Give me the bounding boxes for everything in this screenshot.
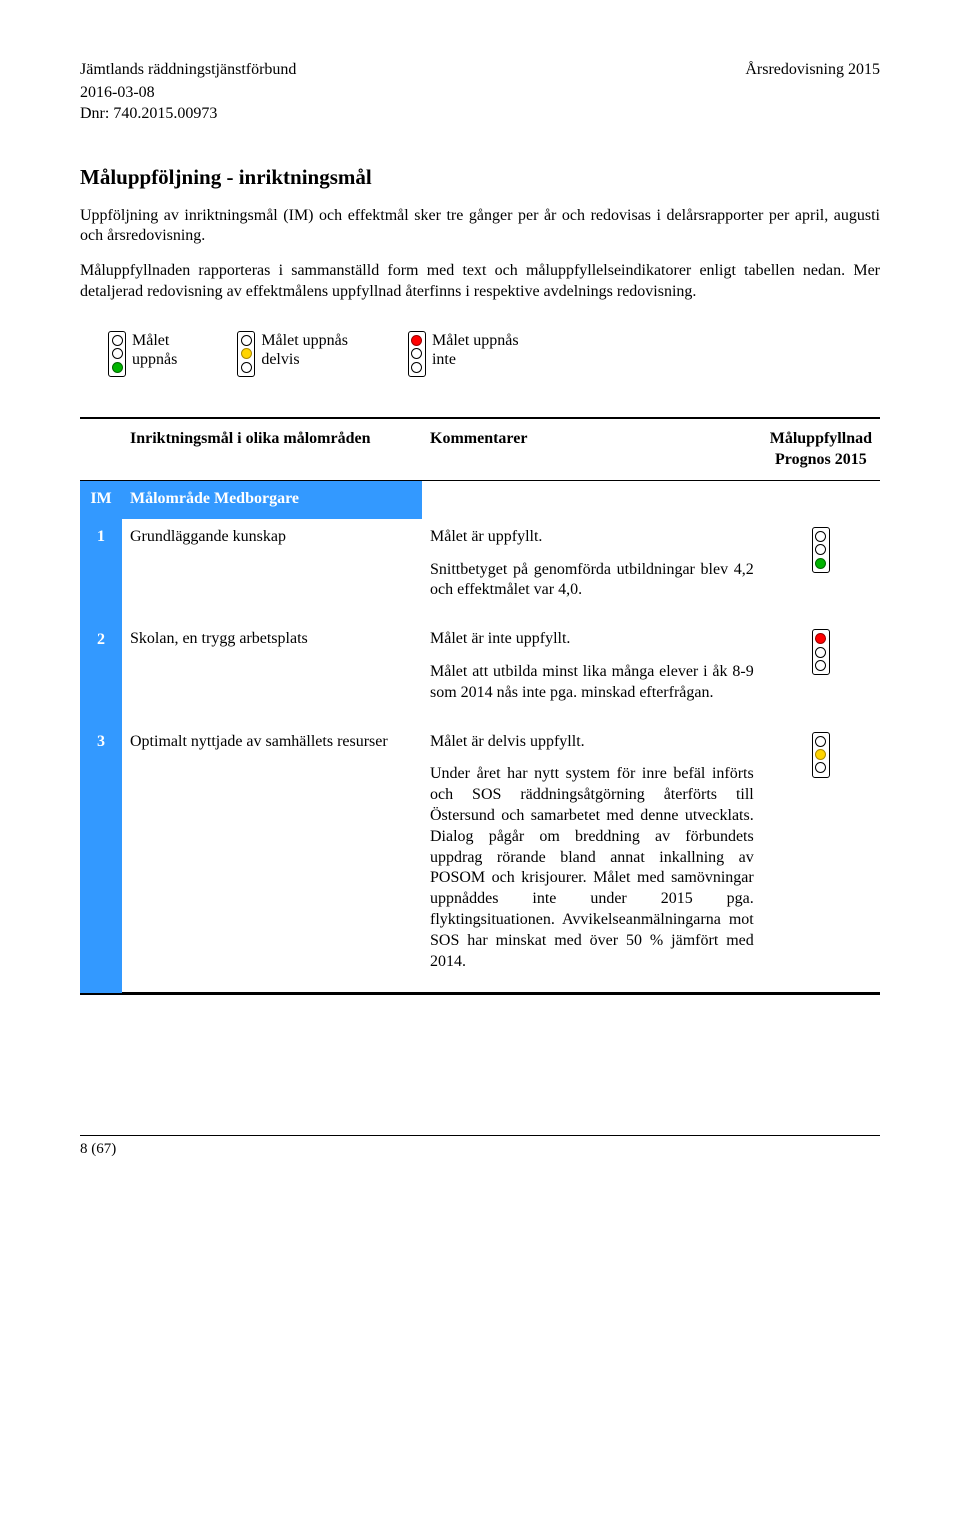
legend-item-yellow: Målet uppnås delvis xyxy=(237,331,348,377)
row-id: 2 xyxy=(80,621,122,723)
legend-green-label: Målet uppnås xyxy=(132,331,177,369)
row-comment-p1: Målet är delvis uppfyllt. xyxy=(430,732,754,753)
traffic-light-icon xyxy=(812,527,830,573)
row-comment-p1: Målet är inte uppfyllt. xyxy=(430,629,754,650)
row-comment: Målet är inte uppfyllt. Målet att utbild… xyxy=(422,621,762,723)
traffic-light-icon xyxy=(812,732,830,778)
row-goal: Skolan, en trygg arbetsplats xyxy=(122,621,422,723)
table-row: 2 Skolan, en trygg arbetsplats Målet är … xyxy=(80,621,880,723)
row-id: 3 xyxy=(80,724,122,993)
col-status-header: Måluppfyllnad Prognos 2015 xyxy=(762,418,880,481)
traffic-light-icon xyxy=(237,331,255,377)
row-comment-p2: Målet att utbilda minst lika många eleve… xyxy=(430,662,754,704)
col-status-line2: Prognos 2015 xyxy=(775,451,867,468)
traffic-light-icon xyxy=(408,331,426,377)
header-date: 2016-03-08 xyxy=(80,83,880,104)
legend-red-label: Målet uppnås inte xyxy=(432,331,519,369)
col-status-line1: Måluppfyllnad xyxy=(770,430,872,447)
traffic-light-icon xyxy=(812,629,830,675)
col-comment-header: Kommentarer xyxy=(422,418,762,481)
section-row: IM Målområde Medborgare xyxy=(80,481,880,519)
table-row: 3 Optimalt nyttjade av samhällets resurs… xyxy=(80,724,880,993)
legend-item-green: Målet uppnås xyxy=(108,331,177,377)
traffic-light-icon xyxy=(108,331,126,377)
row-comment-p2: Under året har nytt system för inre befä… xyxy=(430,764,754,972)
legend: Målet uppnås Målet uppnås delvis Målet u… xyxy=(108,331,880,377)
legend-yellow-label: Målet uppnås delvis xyxy=(261,331,348,369)
header-org: Jämtlands räddningstjänstförbund xyxy=(80,60,296,81)
row-goal: Optimalt nyttjade av samhällets resurser xyxy=(122,724,422,993)
row-comment: Målet är delvis uppfyllt. Under året har… xyxy=(422,724,762,993)
section-id-cell: IM xyxy=(80,481,122,519)
header-report: Årsredovisning 2015 xyxy=(745,60,880,81)
legend-item-red: Målet uppnås inte xyxy=(408,331,519,377)
row-id: 1 xyxy=(80,519,122,621)
section-title: Måluppföljning - inriktningsmål xyxy=(80,164,880,191)
row-comment-p1: Målet är uppfyllt. xyxy=(430,527,754,548)
section-para-2: Måluppfyllnaden rapporteras i sammanstäl… xyxy=(80,261,880,303)
goals-table: Inriktningsmål i olika målområden Kommen… xyxy=(80,417,880,995)
col-goal-header: Inriktningsmål i olika målområden xyxy=(122,418,422,481)
header-dnr: Dnr: 740.2015.00973 xyxy=(80,104,880,125)
table-row: 1 Grundläggande kunskap Målet är uppfyll… xyxy=(80,519,880,621)
page-number: 8 (67) xyxy=(80,1140,880,1160)
row-comment-p2: Snittbetyget på genomförda ut­bildningar… xyxy=(430,560,754,602)
row-comment: Målet är uppfyllt. Snittbetyget på genom… xyxy=(422,519,762,621)
section-label-cell: Målområde Medborgare xyxy=(122,481,422,519)
section-para-1: Uppföljning av inriktningsmål (IM) och e… xyxy=(80,206,880,248)
row-goal: Grundläggande kunskap xyxy=(122,519,422,621)
